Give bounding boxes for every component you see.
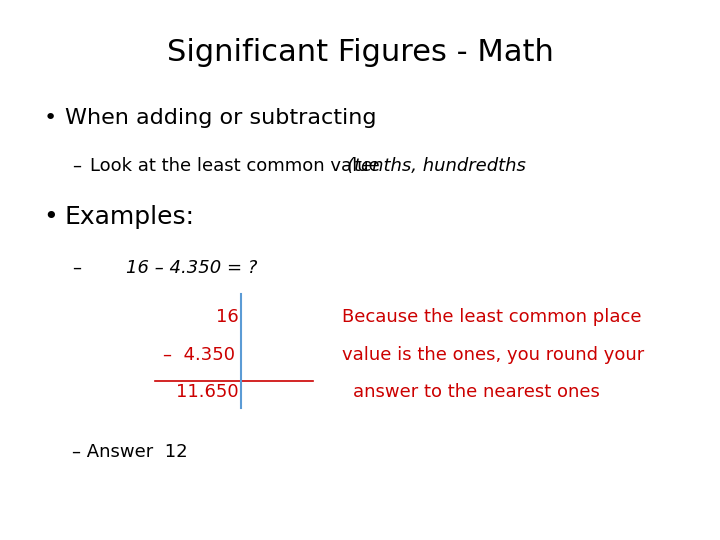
Text: •: •: [43, 108, 56, 128]
Text: –: –: [72, 259, 81, 277]
Text: Look at the least common value: Look at the least common value: [90, 157, 385, 174]
Text: (tenths, hundredths: (tenths, hundredths: [347, 157, 526, 174]
Text: 11.650: 11.650: [176, 383, 239, 401]
Text: When adding or subtracting: When adding or subtracting: [65, 108, 377, 128]
Text: 16 – 4.350 = ?: 16 – 4.350 = ?: [126, 259, 257, 277]
Text: –  4.350: – 4.350: [163, 346, 235, 363]
Text: Significant Figures - Math: Significant Figures - Math: [166, 38, 554, 67]
Text: •: •: [43, 205, 58, 229]
Text: – Answer  12: – Answer 12: [72, 443, 188, 461]
Text: –: –: [72, 157, 81, 174]
Text: 16: 16: [216, 308, 239, 326]
Text: answer to the nearest ones: answer to the nearest ones: [353, 383, 600, 401]
Text: value is the ones, you round your: value is the ones, you round your: [342, 346, 644, 363]
Text: Because the least common place: Because the least common place: [342, 308, 642, 326]
Text: Examples:: Examples:: [65, 205, 195, 229]
